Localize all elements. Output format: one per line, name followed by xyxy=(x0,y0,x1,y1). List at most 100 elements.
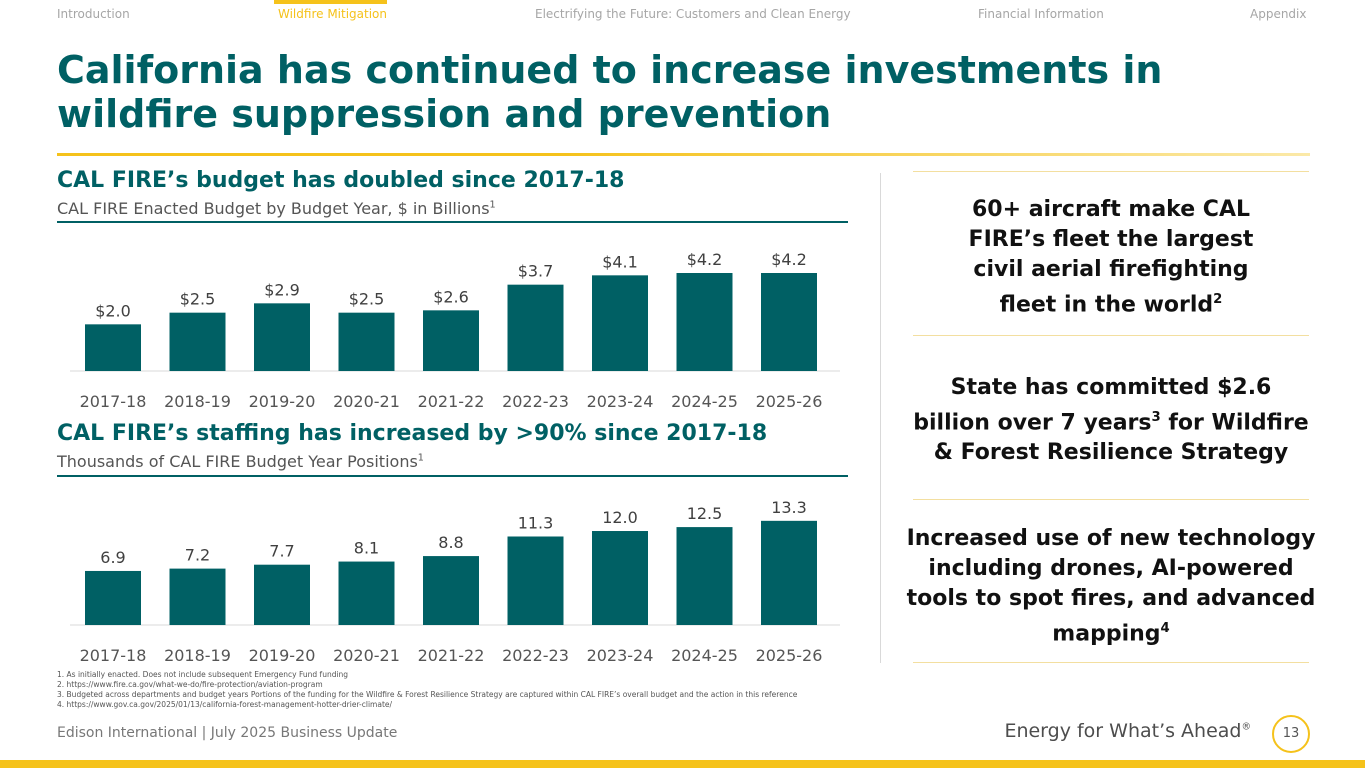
budget-x-tick-label: 2017-18 xyxy=(80,392,147,411)
callout-state-commitment: State has committed $2.6 billion over 7 … xyxy=(905,373,1317,468)
brand-tagline: Energy for What’s Ahead® xyxy=(1004,720,1251,742)
budget-bar-chart: $2.0 2017-18 $2.5 2018-19 $2.9 2019-20 $2.5 202… xyxy=(70,250,840,411)
staffing-bar-chart: 6.9 2017-18 7.2 2018-19 7.7 2019-20 8.1 2020-21… xyxy=(70,498,840,665)
staffing-data-label: 7.2 xyxy=(185,546,210,565)
budget-subtitle-ref: 1 xyxy=(489,199,496,211)
registered-mark: ® xyxy=(1241,721,1252,733)
bottom-accent-bar xyxy=(0,760,1365,768)
callout-commitment-text-cont: for Wildfire & Forest Resilience Strateg… xyxy=(933,410,1309,466)
budget-bar-2022-23 xyxy=(507,284,564,371)
staffing-subtitle-text: Thousands of CAL FIRE Budget Year Positi… xyxy=(57,452,418,471)
budget-chart: $2.0 2017-18 $2.5 2018-19 $2.9 2019-20 $2.5 202… xyxy=(70,238,840,416)
footer-company-date: Edison International | July 2025 Busines… xyxy=(57,725,398,741)
budget-x-tick-label: 2021-22 xyxy=(418,392,485,411)
staffing-data-label: 6.9 xyxy=(100,548,125,567)
staffing-x-tick-label: 2022-23 xyxy=(502,646,569,665)
budget-data-label: $2.5 xyxy=(180,290,216,309)
staffing-x-tick-label: 2020-21 xyxy=(333,646,400,665)
staffing-bar-2025-26 xyxy=(761,520,817,625)
budget-bar-2020-21 xyxy=(338,312,395,371)
column-divider xyxy=(880,173,881,663)
budget-x-tick-label: 2020-21 xyxy=(333,392,400,411)
staffing-heading-rule xyxy=(57,475,848,477)
budget-x-tick-label: 2019-20 xyxy=(249,392,316,411)
tab-electrifying-the-future[interactable]: Electrifying the Future: Customers and C… xyxy=(535,7,851,21)
tab-wildfire-mitigation[interactable]: Wildfire Mitigation xyxy=(278,7,387,21)
section-nav: Introduction Wildfire Mitigation Electri… xyxy=(0,0,1365,32)
staffing-x-tick-label: 2017-18 xyxy=(80,646,147,665)
callout-technology-text: Increased use of new technology includin… xyxy=(906,526,1316,647)
budget-bar-2023-24 xyxy=(592,275,648,371)
budget-x-tick-label: 2024-25 xyxy=(671,392,738,411)
budget-x-tick-label: 2025-26 xyxy=(756,392,823,411)
footnote-4: 4. https://www.gov.ca.gov/2025/01/13/cal… xyxy=(57,700,393,709)
callout-divider-1 xyxy=(913,335,1309,336)
tab-financial-information[interactable]: Financial Information xyxy=(978,7,1104,21)
staffing-data-label: 8.8 xyxy=(438,533,463,552)
staffing-bar-2020-21 xyxy=(338,561,395,625)
staffing-data-label: 8.1 xyxy=(354,539,379,558)
budget-data-label: $3.7 xyxy=(518,262,554,281)
staffing-bar-2017-18 xyxy=(85,570,141,625)
budget-x-tick-label: 2018-19 xyxy=(164,392,231,411)
budget-bar-2017-18 xyxy=(85,324,141,371)
budget-heading: CAL FIRE’s budget has doubled since 2017… xyxy=(57,168,625,193)
budget-data-label: $2.5 xyxy=(349,290,385,309)
footnote-2: 2. https://www.fire.ca.gov/what-we-do/fi… xyxy=(57,680,323,689)
staffing-bar-2021-22 xyxy=(423,556,479,625)
callout-divider-bottom xyxy=(913,662,1309,663)
staffing-subtitle-ref: 1 xyxy=(417,452,424,464)
brand-tagline-text: Energy for What’s Ahead xyxy=(1004,720,1242,742)
staffing-x-tick-label: 2024-25 xyxy=(671,646,738,665)
budget-x-tick-label: 2023-24 xyxy=(587,392,654,411)
title-underline xyxy=(57,153,1310,156)
budget-data-label: $4.1 xyxy=(602,252,638,271)
staffing-x-tick-label: 2025-26 xyxy=(756,646,823,665)
budget-bar-2018-19 xyxy=(169,312,226,371)
budget-data-label: $2.6 xyxy=(433,287,469,306)
callout-commitment-ref: 3 xyxy=(1151,410,1161,425)
staffing-data-label: 13.3 xyxy=(771,498,807,517)
staffing-subtitle: Thousands of CAL FIRE Budget Year Positi… xyxy=(57,452,424,471)
staffing-data-label: 11.3 xyxy=(518,513,554,532)
budget-bar-2019-20 xyxy=(254,303,310,371)
tab-appendix[interactable]: Appendix xyxy=(1250,7,1307,21)
staffing-bar-2023-24 xyxy=(592,531,648,625)
callout-technology-ref: 4 xyxy=(1160,621,1170,636)
page-title: California has continued to increase inv… xyxy=(57,48,1163,136)
active-tab-indicator xyxy=(274,0,387,4)
callout-divider-2 xyxy=(913,499,1309,500)
staffing-x-tick-label: 2023-24 xyxy=(587,646,654,665)
staffing-x-tick-label: 2018-19 xyxy=(164,646,231,665)
budget-data-label: $4.2 xyxy=(687,250,723,269)
staffing-data-label: 7.7 xyxy=(269,542,294,561)
footnote-3: 3. Budgeted across departments and budge… xyxy=(57,690,798,699)
staffing-bar-2019-20 xyxy=(254,564,310,625)
tab-introduction[interactable]: Introduction xyxy=(57,7,130,21)
budget-data-label: $2.0 xyxy=(95,301,131,320)
staffing-data-label: 12.0 xyxy=(602,508,638,527)
budget-x-tick-label: 2022-23 xyxy=(502,392,569,411)
footnote-1: 1. As initially enacted. Does not includ… xyxy=(57,670,349,679)
budget-subtitle-text: CAL FIRE Enacted Budget by Budget Year, … xyxy=(57,199,490,218)
budget-bar-2024-25 xyxy=(676,273,733,371)
staffing-data-label: 12.5 xyxy=(687,504,723,523)
budget-bar-2021-22 xyxy=(423,310,479,371)
budget-data-label: $4.2 xyxy=(771,250,807,269)
staffing-x-tick-label: 2021-22 xyxy=(418,646,485,665)
callout-commitment-text: State has committed $2.6 billion over 7 … xyxy=(913,375,1272,436)
staffing-heading: CAL FIRE’s staffing has increased by >90… xyxy=(57,421,768,446)
staffing-bar-2018-19 xyxy=(169,568,226,625)
callout-aircraft-text: 60+ aircraft make CAL FIRE’s fleet the l… xyxy=(968,197,1254,318)
footnotes: 1. As initially enacted. Does not includ… xyxy=(57,670,797,710)
staffing-bar-2022-23 xyxy=(507,536,564,625)
callout-new-technology: Increased use of new technology includin… xyxy=(905,524,1317,649)
budget-bar-2025-26 xyxy=(761,273,817,371)
budget-data-label: $2.9 xyxy=(264,280,300,299)
callout-aircraft-fleet: 60+ aircraft make CAL FIRE’s fleet the l… xyxy=(905,195,1317,320)
budget-heading-rule xyxy=(57,221,848,223)
page-number-badge: 13 xyxy=(1272,715,1310,753)
callout-divider-top xyxy=(913,171,1309,172)
callout-aircraft-ref: 2 xyxy=(1213,292,1223,307)
staffing-x-tick-label: 2019-20 xyxy=(249,646,316,665)
